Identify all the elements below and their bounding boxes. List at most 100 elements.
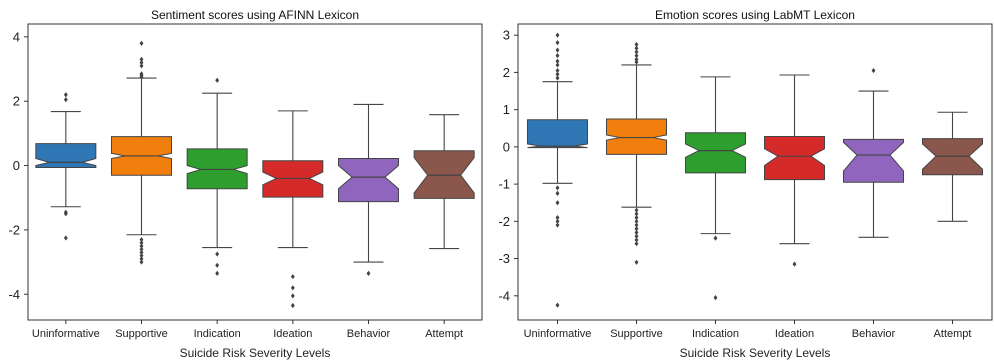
box-body <box>186 148 248 190</box>
outlier-point <box>634 45 639 51</box>
y-tick-label: -2 <box>498 214 510 229</box>
x-tick-label: Supportive <box>610 328 663 340</box>
outlier-point <box>215 251 220 257</box>
outlier-point <box>634 218 639 224</box>
outlier-point <box>555 75 560 81</box>
box-body <box>527 119 588 149</box>
box-uninformative <box>527 32 588 308</box>
outlier-point <box>634 215 639 221</box>
box-body <box>338 157 399 203</box>
outlier-point <box>555 47 560 53</box>
outlier-point <box>139 259 144 265</box>
outlier-point <box>634 49 639 55</box>
box-supportive <box>111 40 172 265</box>
y-tick-label: 2 <box>503 65 510 80</box>
box-body <box>606 118 667 155</box>
box-indication <box>186 77 248 276</box>
outlier-point <box>139 74 144 80</box>
chart-panel-1: Sentiment scores using AFINN Lexicon -4 -2… <box>8 8 483 360</box>
outlier-point <box>634 207 639 213</box>
x-tick-label: Supportive <box>115 328 168 340</box>
outlier-point <box>555 62 560 68</box>
outlier-point <box>792 261 797 267</box>
y-tick-label: 3 <box>503 28 510 43</box>
outlier-point <box>63 211 68 217</box>
outlier-point <box>139 236 144 243</box>
outlier-point <box>555 53 560 59</box>
box-uninformative <box>35 92 97 241</box>
box-body <box>413 150 475 199</box>
outlier-point <box>634 229 639 236</box>
y-tick-label: -3 <box>498 251 510 266</box>
outlier-point <box>713 295 718 301</box>
y-tick-label: 1 <box>503 102 510 117</box>
outlier-point <box>555 71 560 77</box>
box-supportive <box>606 41 667 265</box>
outlier-point <box>63 235 68 241</box>
outlier-point <box>139 40 144 46</box>
box-behavior <box>338 103 399 276</box>
outlier-point <box>139 240 144 246</box>
outlier-point <box>215 270 220 276</box>
outlier-point <box>555 67 560 74</box>
outlier-point <box>63 92 68 98</box>
outlier-point <box>555 185 560 191</box>
x-axis-label: Suicide Risk Severity Levels <box>180 346 331 360</box>
plot-frame <box>27 23 483 321</box>
outlier-point <box>634 241 639 247</box>
x-axis-label: Suicide Risk Severity Levels <box>680 346 831 360</box>
outlier-point <box>290 293 295 299</box>
outlier-point <box>63 97 68 103</box>
box-ideation <box>764 74 825 267</box>
outlier-point <box>713 235 718 241</box>
outlier-point <box>634 211 639 217</box>
x-tick-label: Attempt <box>934 328 972 340</box>
outlier-point <box>634 237 639 243</box>
outlier-point <box>634 53 639 59</box>
outlier-point <box>634 56 639 62</box>
box-body <box>685 132 746 174</box>
x-tick-label: Behavior <box>347 328 391 340</box>
chart-title: Sentiment scores using AFINN Lexicon <box>151 8 359 22</box>
x-tick-label: Indication <box>194 328 241 340</box>
x-tick-label: Uninformative <box>524 328 592 340</box>
y-tick-label: -4 <box>8 287 20 302</box>
box-indication <box>685 76 746 301</box>
outlier-point <box>555 200 560 206</box>
outlier-point <box>139 253 144 259</box>
x-tick-label: Uninformative <box>32 328 100 340</box>
outlier-point <box>139 256 144 262</box>
outlier-point <box>555 222 560 228</box>
outlier-point <box>139 63 144 69</box>
outlier-point <box>290 302 295 309</box>
box-body <box>764 135 825 181</box>
outlier-point <box>139 246 144 252</box>
box-attempt <box>922 111 983 222</box>
plot-frame <box>517 23 993 321</box>
outlier-point <box>139 243 144 249</box>
chart-panel-2: Emotion scores using LabMT Lexicon -4 -3 -2… <box>498 8 993 360</box>
outlier-point <box>555 302 560 308</box>
box-body <box>843 138 904 183</box>
outlier-point <box>139 56 144 62</box>
y-tick-label: 4 <box>13 29 20 44</box>
outlier-point <box>555 40 560 46</box>
outlier-point <box>634 59 639 65</box>
y-tick-label: 2 <box>13 94 20 109</box>
outlier-point <box>215 262 220 268</box>
x-tick-label: Ideation <box>273 328 312 340</box>
x-tick-label: Behavior <box>852 328 896 340</box>
outlier-point <box>634 222 639 228</box>
outlier-point <box>555 218 560 224</box>
y-tick-label: -2 <box>8 222 20 237</box>
x-tick-label: Indication <box>692 328 739 340</box>
outlier-point <box>215 77 220 83</box>
box-attempt <box>413 114 475 250</box>
outlier-point <box>290 285 295 291</box>
outlier-point <box>555 190 560 197</box>
y-tick-label: -1 <box>498 177 510 192</box>
outlier-point <box>634 226 639 232</box>
chart-title: Emotion scores using LabMT Lexicon <box>655 8 855 22</box>
outlier-point <box>634 259 639 265</box>
